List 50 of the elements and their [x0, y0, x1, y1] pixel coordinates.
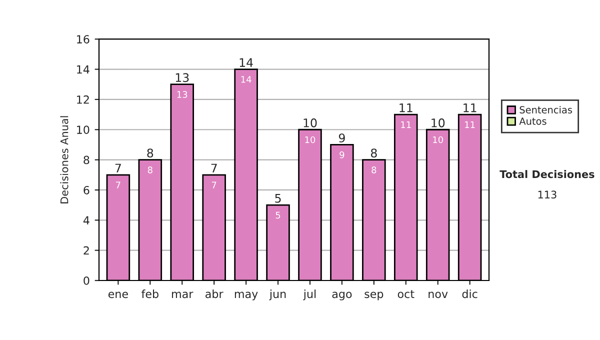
- x-tick-label: feb: [142, 290, 158, 298]
- total-label: 8: [147, 148, 154, 158]
- total-label: 7: [211, 164, 217, 172]
- y-tick-label: 6: [84, 186, 90, 194]
- total-label: 10: [304, 118, 317, 128]
- x-tick-label: jul: [303, 290, 316, 300]
- x-tick-label: jun: [269, 290, 286, 300]
- y-tick-label: 4: [83, 216, 90, 224]
- data-label: 11: [401, 121, 411, 128]
- total-label: 7: [115, 164, 121, 172]
- legend-label: Sentencias: [520, 106, 572, 114]
- total-label: 8: [370, 148, 377, 158]
- total-label: 10: [432, 118, 445, 128]
- x-tick-label: dic: [462, 290, 478, 298]
- x-tick-label: oct: [398, 290, 414, 298]
- data-label: 13: [177, 91, 188, 98]
- x-tick-label: ene: [108, 292, 128, 298]
- total-label: 14: [240, 58, 253, 67]
- x-tick-label: ago: [332, 292, 352, 300]
- total-label: 13: [176, 73, 189, 82]
- data-label: 7: [116, 182, 120, 188]
- data-label: 14: [241, 76, 252, 83]
- y-tick-label: 16: [77, 35, 90, 44]
- data-label: 10: [305, 136, 316, 144]
- y-tick-label: 8: [84, 156, 90, 164]
- data-label: 8: [372, 166, 376, 174]
- x-tick-label: abr: [206, 290, 224, 298]
- data-label: 9: [340, 151, 344, 158]
- x-tick-label: may: [234, 292, 258, 300]
- x-tick-label: nov: [428, 292, 448, 298]
- text: 113: [538, 190, 556, 199]
- y-tick-label: 12: [77, 95, 89, 104]
- data-label: 11: [465, 121, 475, 128]
- data-label: 5: [276, 212, 280, 219]
- text: Total Decisiones: [500, 170, 594, 178]
- total-label: 11: [400, 103, 412, 112]
- x-tick-label: mar: [172, 292, 194, 298]
- data-label: 7: [212, 182, 216, 188]
- y-tick-label: 10: [77, 126, 90, 134]
- legend-label: Autos: [519, 118, 546, 125]
- data-label: 8: [148, 166, 152, 174]
- y-tick-label: 2: [84, 246, 89, 255]
- total-label: 5: [275, 194, 281, 203]
- y-axis-title: Decisiones Anual: [60, 116, 68, 204]
- total-label: 11: [464, 103, 476, 112]
- y-tick-label: 0: [84, 276, 90, 285]
- x-tick-label: sep: [364, 292, 384, 300]
- y-tick-label: 14: [77, 65, 90, 74]
- total-label: 9: [338, 133, 345, 142]
- data-label: 10: [433, 136, 443, 144]
